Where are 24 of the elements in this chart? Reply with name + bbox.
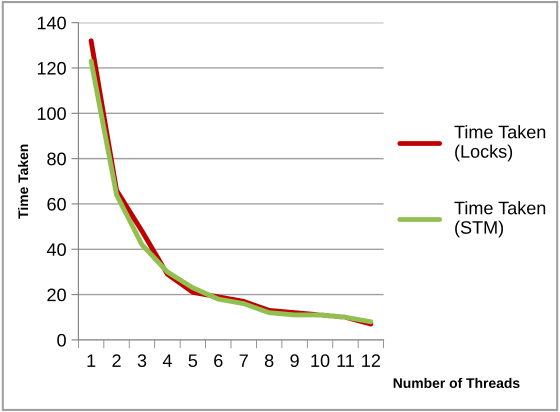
legend-label: Time Taken (STM) bbox=[454, 201, 546, 238]
y-tick-label: 20 bbox=[47, 288, 66, 302]
x-tick-label: 12 bbox=[362, 354, 380, 367]
y-axis-title: Time Taken bbox=[18, 144, 28, 219]
x-tick-label: 1 bbox=[87, 354, 96, 367]
y-tick-label: 0 bbox=[57, 334, 66, 347]
x-tick-label: 10 bbox=[311, 354, 330, 368]
y-tick-label: 60 bbox=[47, 198, 66, 211]
x-tick-label: 5 bbox=[188, 354, 198, 368]
y-tick-label: 100 bbox=[38, 107, 66, 120]
x-tick-label: 6 bbox=[214, 354, 223, 368]
y-tick-label: 140 bbox=[38, 16, 66, 30]
legend-label: Time Taken (Locks) bbox=[454, 125, 546, 162]
x-axis-title: Number of Threads bbox=[394, 378, 520, 388]
y-tick-label: 120 bbox=[38, 62, 66, 75]
x-tick-label: 4 bbox=[162, 354, 172, 367]
x-tick-label: 7 bbox=[240, 354, 248, 367]
x-tick-label: 11 bbox=[337, 354, 354, 367]
x-tick-label: 8 bbox=[264, 354, 274, 368]
x-tick-label: 3 bbox=[138, 354, 146, 368]
y-tick-label: 40 bbox=[46, 243, 66, 256]
x-tick-label: 9 bbox=[290, 354, 299, 368]
x-tick-label: 2 bbox=[112, 354, 121, 367]
y-tick-label: 80 bbox=[47, 152, 66, 166]
